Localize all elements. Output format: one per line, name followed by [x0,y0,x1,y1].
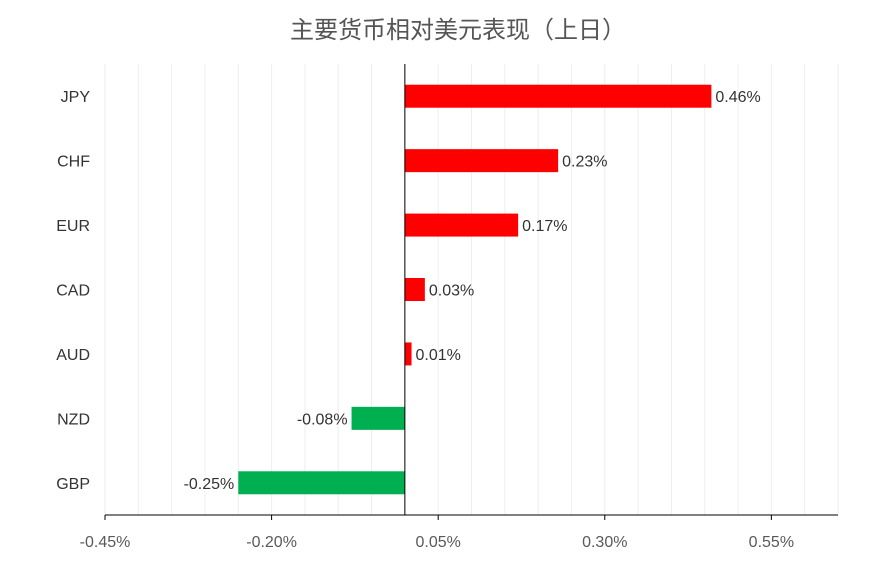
category-label: CHF [57,154,90,171]
data-label: 0.46% [715,89,760,106]
category-label: AUD [56,347,90,364]
category-label: JPY [61,89,91,106]
bar-nzd [351,406,405,430]
x-tick-label: -0.20% [246,534,297,551]
bars [238,84,712,495]
category-label: EUR [56,218,90,235]
chart-title: 主要货币相对美元表现（上日） [290,17,626,44]
category-label: NZD [57,411,90,428]
data-label: 0.23% [562,154,607,171]
data-label: 0.17% [522,218,567,235]
bar-eur [404,213,519,237]
labels: JPY 0.46% CHF 0.23% EUR 0.17% CAD 0.03% AUD 0.01%… [56,89,794,551]
category-label: GBP [56,476,90,493]
data-label: 0.03% [429,283,474,300]
x-tick-label: 0.30% [582,534,627,551]
gridlines [104,64,839,515]
data-label: -0.08% [297,411,348,428]
x-tick-label: 0.55% [749,534,794,551]
bar-gbp [238,471,405,495]
x-tick-label: -0.45% [80,534,131,551]
bar-chf [404,149,559,173]
data-label: -0.25% [184,476,235,493]
axes [104,64,838,520]
x-tick-label: 0.05% [415,534,460,551]
bar-cad [404,278,425,301]
category-label: CAD [56,283,90,300]
data-label: 0.01% [416,347,461,364]
bar-jpy [404,84,712,108]
bar-aud [404,342,412,366]
